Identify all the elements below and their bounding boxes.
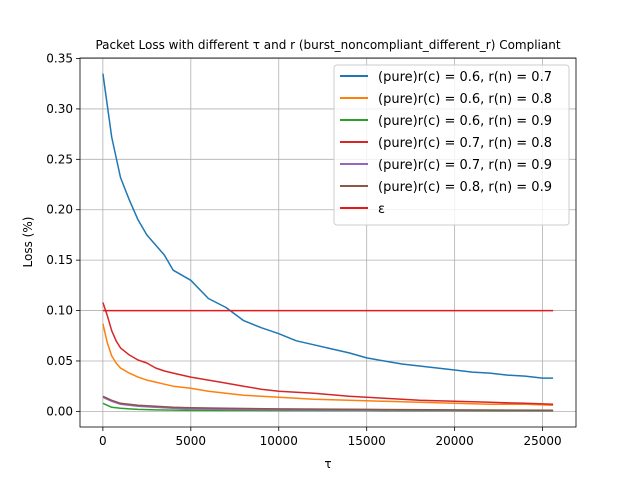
legend-label: (pure)r(c) = 0.6, r(n) = 0.9 [378,114,552,129]
plot-frame [79,57,577,428]
x-tick-label: 15000 [348,434,386,448]
legend-label: (pure)r(c) = 0.8, r(n) = 0.9 [378,180,552,195]
y-tick-label: 0.30 [46,102,73,116]
y-tick-label: 0.05 [46,354,73,368]
y-tick-label: 0.35 [46,52,73,66]
series-line-4 [102,302,554,406]
x-tick-label: 25000 [523,434,561,448]
legend-label: (pure)r(c) = 0.7, r(n) = 0.9 [378,158,552,173]
legend-label: ε [378,202,385,217]
series-line-2 [102,323,554,407]
y-tick-label: 0.20 [46,203,73,217]
y-axis-ticks: 0.00 0.05 0.10 0.15 0.20 0.25 0.30 0.35 [46,52,80,418]
legend-label: (pure)r(c) = 0.6, r(n) = 0.8 [378,92,552,107]
y-axis-label: Loss (%) [21,217,35,268]
legend-label: (pure)r(c) = 0.7, r(n) = 0.8 [378,136,552,151]
legend-box [333,64,570,226]
x-tick-label: 5000 [176,434,207,448]
x-axis-label: τ [324,457,331,471]
x-axis-ticks: 0 5000 10000 15000 20000 25000 [99,427,562,448]
x-tick-label: 10000 [260,434,298,448]
chart-title: Packet Loss with different τ and r (burs… [95,38,560,52]
series-line-1 [102,73,554,379]
series-line-6 [102,395,554,411]
y-tick-label: 0.00 [46,404,73,418]
x-tick-label: 20000 [436,434,474,448]
series-lines [102,73,554,412]
y-tick-label: 0.25 [46,152,73,166]
legend: (pure)r(c) = 0.6, r(n) = 0.7 (pure)r(c) =… [333,64,570,226]
y-tick-label: 0.15 [46,253,73,267]
legend-label: (pure)r(c) = 0.6, r(n) = 0.7 [378,70,552,85]
y-tick-label: 0.10 [46,304,73,318]
x-tick-label: 0 [99,434,107,448]
